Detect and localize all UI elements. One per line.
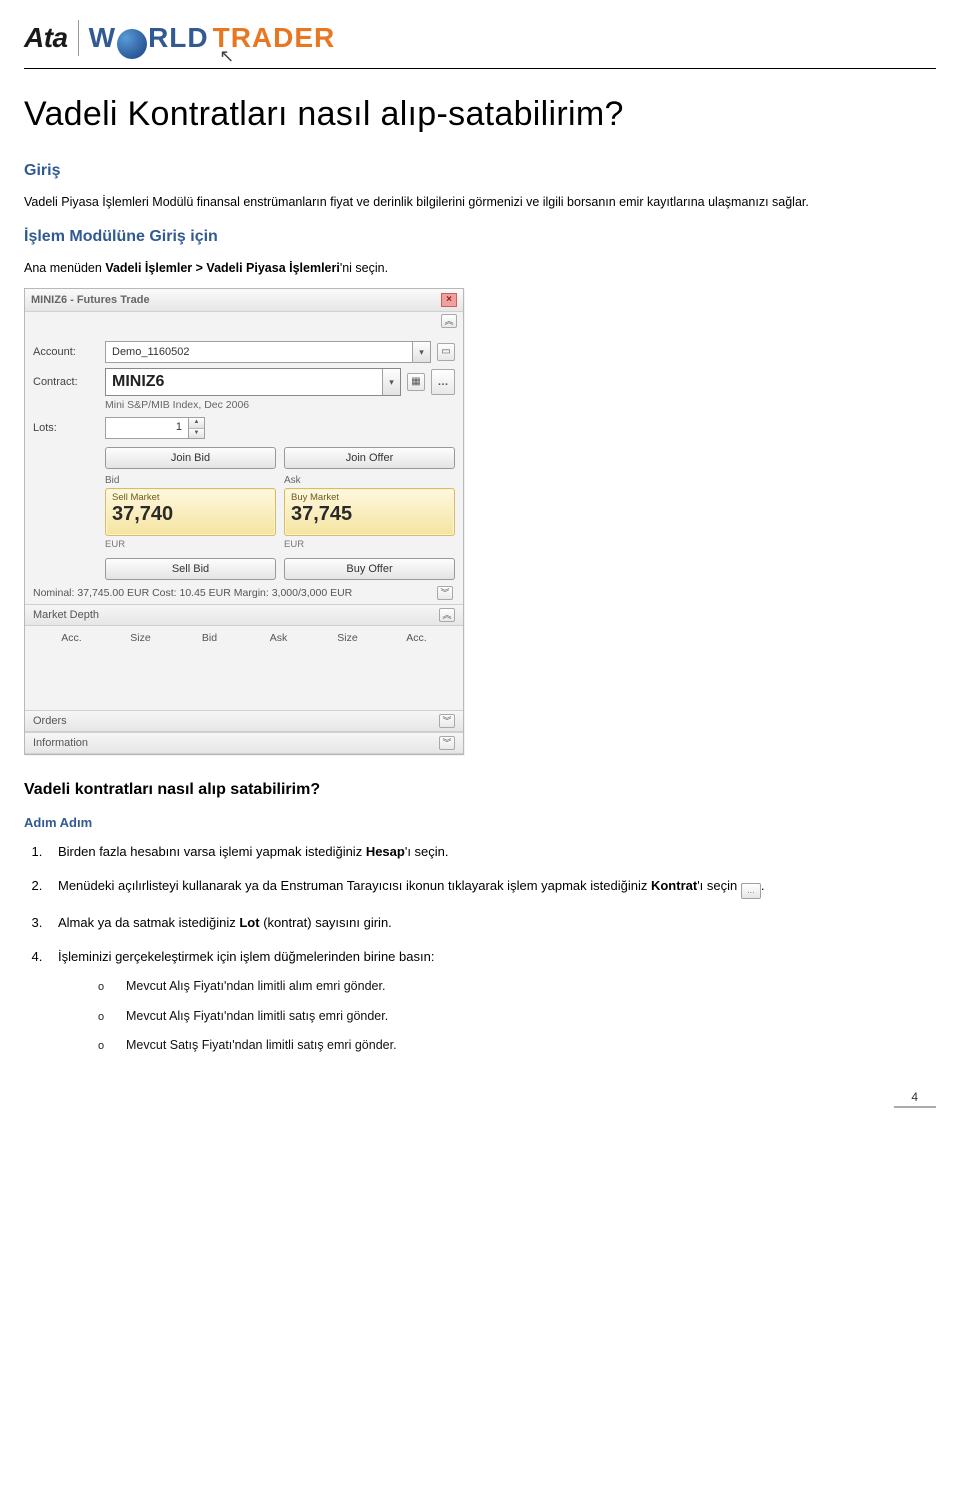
depth-col-acc1: Acc. [37,632,106,644]
depth-col-ask: Ask [244,632,313,644]
bid-header: Bid [105,475,276,486]
market-depth-collapse-icon[interactable]: ︽ [439,608,455,622]
step3-post: (kontrat) sayısını girin. [260,915,392,930]
contract-label: Contract: [33,376,99,388]
depth-col-size2: Size [313,632,382,644]
information-collapse-icon[interactable]: ︾ [439,736,455,750]
step4-pre: İşleminizi gerçekeleştirmek için işlem d… [58,949,434,964]
dropdown-arrow-icon: ▾ [382,369,400,395]
howto-sub: Adım Adım [24,815,936,830]
module-text-post: 'ni seçin. [340,261,388,275]
bid-price: 37,740 [112,504,269,525]
logo-rld-text: RLD [148,22,209,54]
market-depth-empty-rows [25,666,463,710]
module-text-bold: Vadeli İşlemler > Vadeli Piyasa İşlemler… [105,261,340,275]
ask-price: 37,745 [291,504,448,525]
lots-value: 1 [106,418,188,438]
contract-description: Mini S&P/MIB Index, Dec 2006 [33,399,455,411]
logo-separator [78,20,79,56]
status-collapse-icon[interactable]: ︾ [437,586,453,600]
step-3: Almak ya da satmak istediğiniz Lot (kont… [46,913,936,933]
page-title: Vadeli Kontratları nasıl alıp-satabiliri… [24,95,936,134]
depth-col-acc2: Acc. [382,632,451,644]
step-1: Birden fazla hesabını varsa işlemi yapma… [46,842,936,862]
contract-value: MINIZ6 [106,373,382,391]
step-2: Menüdeki açılırlisteyi kullanarak ya da … [46,876,936,899]
close-icon[interactable]: × [441,293,457,307]
account-dropdown[interactable]: Demo_1160502 ▾ [105,341,431,363]
sell-bid-button[interactable]: Sell Bid [105,558,276,580]
market-depth-header-row: Acc. Size Bid Ask Size Acc. [25,626,463,666]
information-label: Information [33,737,88,749]
contract-browse-button[interactable]: … [431,369,455,395]
bid-currency: EUR [105,539,276,550]
lots-up-icon[interactable]: ▲ [189,418,204,429]
step1-bold: Hesap [366,844,405,859]
market-depth-label: Market Depth [33,609,99,621]
steps-list: Birden fazla hesabını varsa işlemi yapma… [46,842,936,1056]
ask-header: Ask [284,475,455,486]
cursor-icon: ↖ [219,46,234,67]
futures-trade-window: MINIZ6 - Futures Trade × ︽ Account: Demo… [24,288,464,755]
step2-pre: Menüdeki açılırlisteyi kullanarak ya da … [58,878,651,893]
contract-cal-icon[interactable]: ▦ [407,373,425,391]
section-giris-text: Vadeli Piyasa İşlemleri Modülü finansal … [24,192,936,212]
page-number: 4 [24,1090,936,1104]
step-4: İşleminizi gerçekeleştirmek için işlem d… [46,947,936,1055]
logo-ata-text: Ata [24,22,68,54]
orders-label: Orders [33,715,67,727]
account-label: Account: [33,346,99,358]
globe-icon [117,29,147,59]
step2-bold: Kontrat [651,878,697,893]
lots-down-icon[interactable]: ▼ [189,429,204,439]
status-line: Nominal: 37,745.00 EUR Cost: 10.45 EUR M… [33,587,352,599]
header-divider [24,68,936,69]
buy-market-label: Buy Market [291,492,448,503]
join-offer-button[interactable]: Join Offer [284,447,455,469]
account-doc-icon[interactable]: ▭ [437,343,455,361]
window-titlebar: MINIZ6 - Futures Trade × [25,289,463,312]
join-bid-button[interactable]: Join Bid [105,447,276,469]
step3-bold: Lot [239,915,259,930]
account-value: Demo_1160502 [106,346,412,358]
sub-item-1: Mevcut Alış Fiyatı'ndan limitli alım emr… [98,977,936,996]
module-text-pre: Ana menüden [24,261,105,275]
depth-col-size1: Size [106,632,175,644]
lots-spinner[interactable]: 1 ▲ ▼ [105,417,205,439]
section-module-heading: İşlem Modülüne Giriş için [24,228,936,246]
sub-list: Mevcut Alış Fiyatı'ndan limitli alım emr… [98,977,936,1055]
orders-collapse-icon[interactable]: ︾ [439,714,455,728]
window-title: MINIZ6 - Futures Trade [31,294,150,306]
sell-market-label: Sell Market [112,492,269,503]
depth-col-bid: Bid [175,632,244,644]
sub-item-3: Mevcut Satış Fiyatı'ndan limitli satış e… [98,1036,936,1055]
dropdown-arrow-icon: ▾ [412,342,430,362]
section-module-text: Ana menüden Vadeli İşlemler > Vadeli Piy… [24,258,936,278]
step2-post: 'ı seçin [697,878,737,893]
lots-label: Lots: [33,422,99,434]
sub-item-2: Mevcut Alış Fiyatı'ndan limitli satış em… [98,1007,936,1026]
section-giris-heading: Giriş [24,162,936,180]
step2-post2: . [761,878,765,893]
inline-browse-icon: … [741,883,761,899]
sell-market-button[interactable]: Sell Market 37,740 [105,488,276,536]
contract-dropdown[interactable]: MINIZ6 ▾ [105,368,401,396]
step1-post: 'ı seçin. [405,844,449,859]
howto-heading: Vadeli kontratları nasıl alıp satabiliri… [24,781,936,799]
logo: Ata W RLD TRADER ↖ [24,20,936,56]
ask-currency: EUR [284,539,455,550]
buy-offer-button[interactable]: Buy Offer [284,558,455,580]
logo-w-text: W [89,22,116,54]
buy-market-button[interactable]: Buy Market 37,745 [284,488,455,536]
collapse-top-icon[interactable]: ︽ [441,314,457,328]
step1-pre: Birden fazla hesabını varsa işlemi yapma… [58,844,366,859]
step3-pre: Almak ya da satmak istediğiniz [58,915,239,930]
